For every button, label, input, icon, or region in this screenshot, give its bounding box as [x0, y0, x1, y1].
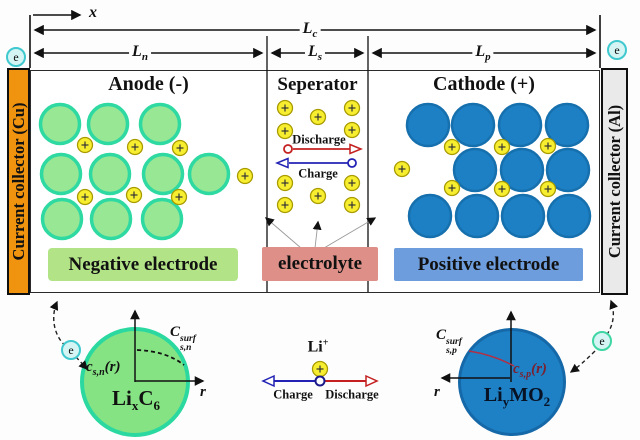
current-collector-al-bar — [601, 68, 628, 295]
electron-label: e — [614, 42, 620, 57]
lc-dimension-label: Lc — [299, 19, 321, 41]
anode-concentration-label: cs,n(r) — [86, 359, 121, 378]
current-collector-cu-bar — [7, 68, 30, 295]
center-charge-caption: Charge — [273, 387, 313, 402]
li-ion-label: Li+ — [307, 337, 329, 356]
anode-header: Anode (-) — [108, 73, 189, 95]
separator-header: Seperator — [277, 74, 358, 95]
electron-circle-bottom-right: e — [592, 331, 612, 351]
cathode-concentration-label: cs,p(r) — [513, 361, 547, 380]
electron-label: e — [13, 49, 19, 64]
center-discharge-caption: Discharge — [325, 387, 379, 402]
electron-label: e — [599, 333, 605, 348]
liymo2-label: LiyMO2 — [483, 384, 551, 409]
cathode-r-axis-label: r — [434, 384, 440, 400]
negative-electrode-label: Negative electrode — [48, 248, 238, 281]
metal-oxide-particle-circle — [458, 328, 566, 436]
electron-circle-bottom-left: e — [61, 340, 81, 360]
electron-circle-top-left: e — [6, 47, 26, 67]
positive-electrode-label: Positive electrode — [394, 248, 583, 281]
separator-charge-caption: Charge — [298, 166, 338, 181]
separator-discharge-caption: Discharge — [292, 132, 346, 147]
cathode-header: Cathode (+) — [433, 73, 535, 95]
lp-dimension-label: Lp — [472, 42, 494, 64]
center-direction-arrows — [261, 374, 379, 388]
electron-label: e — [68, 342, 74, 357]
ls-dimension-label: Ls — [304, 42, 326, 64]
lixc6-label: LixC6 — [111, 385, 161, 414]
anode-r-axis-label: r — [200, 384, 206, 400]
electron-circle-top-right: e — [607, 40, 627, 60]
current-collector-al-label: Current collector (Al) — [605, 104, 624, 259]
x-axis-label: x — [89, 4, 97, 21]
electrolyte-label: electrolyte — [262, 247, 378, 281]
ln-dimension-label: Ln — [129, 42, 151, 64]
current-collector-cu-label: Current collector (Cu) — [9, 102, 28, 261]
